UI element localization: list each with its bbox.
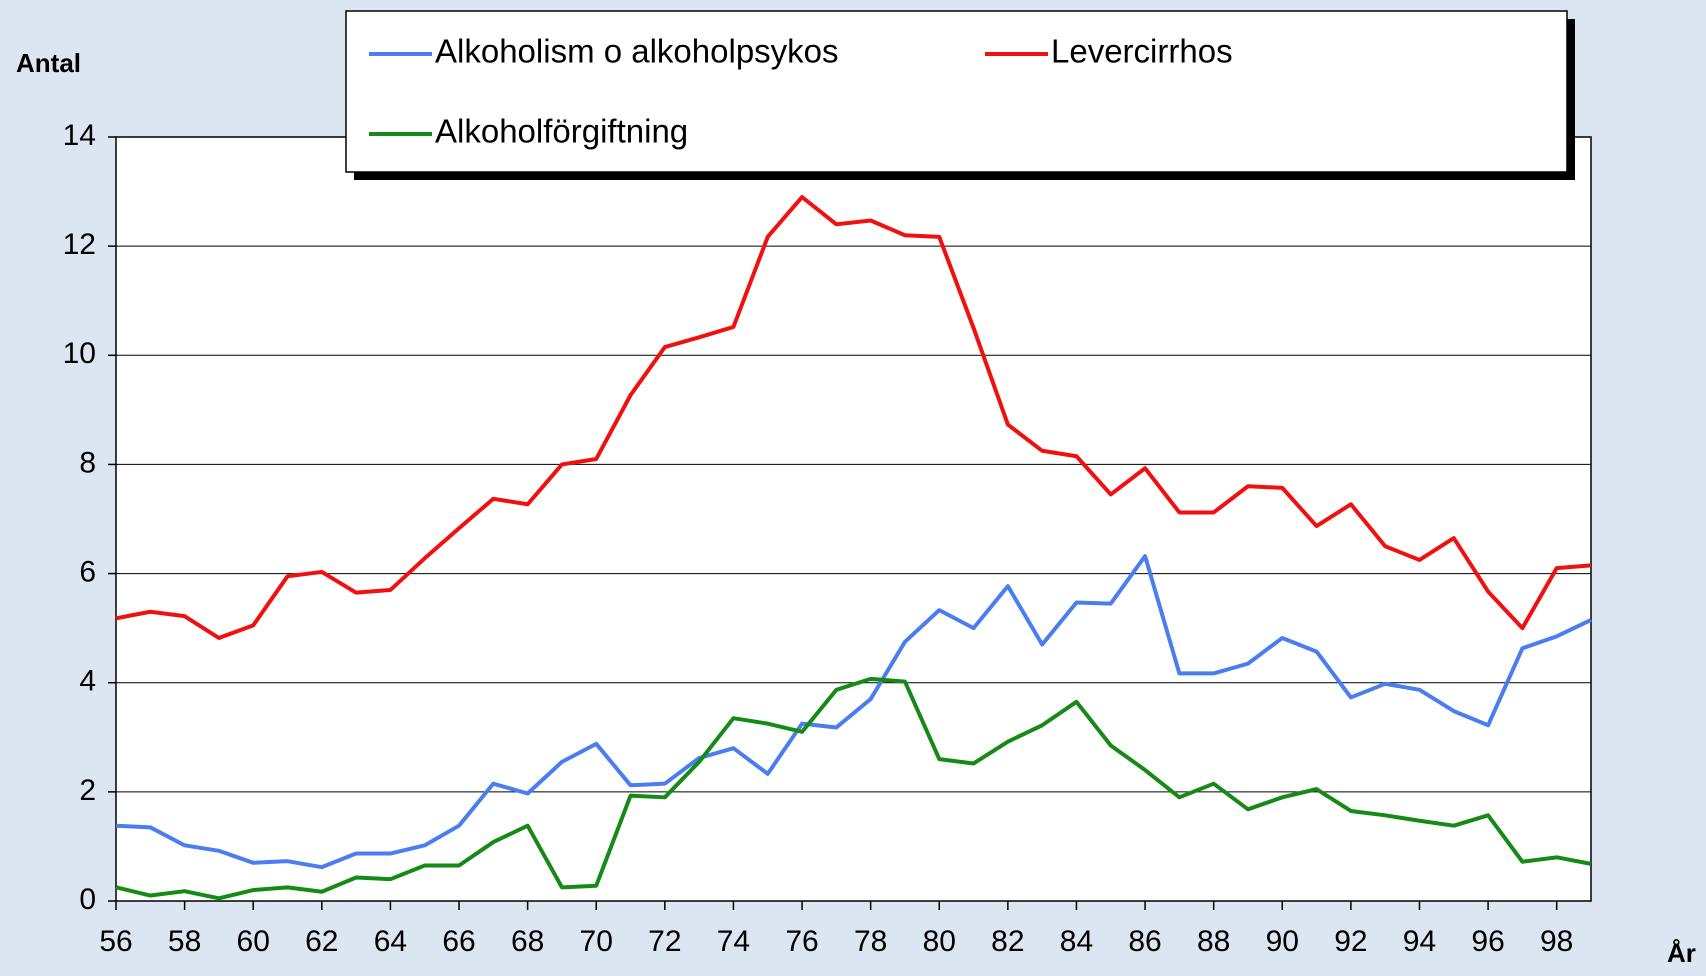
y-tick-label: 12 bbox=[63, 228, 96, 261]
x-tick-label: 96 bbox=[1471, 925, 1504, 958]
series-line bbox=[115, 195, 1592, 640]
x-tick-label: 84 bbox=[1060, 925, 1093, 958]
x-tick-label: 94 bbox=[1403, 925, 1436, 958]
legend-box bbox=[345, 10, 1568, 173]
x-tick-label: 82 bbox=[991, 925, 1024, 958]
legend-label: Alkoholförgiftning bbox=[435, 113, 688, 150]
y-axis-title: Antal bbox=[16, 48, 81, 78]
series-line bbox=[115, 554, 1592, 870]
x-tick-label: 64 bbox=[374, 925, 407, 958]
x-tick-label: 56 bbox=[99, 925, 132, 958]
x-tick-label: 58 bbox=[168, 925, 201, 958]
plot-area bbox=[116, 137, 1591, 901]
x-tick-label: 70 bbox=[580, 925, 613, 958]
x-tick-label: 78 bbox=[854, 925, 887, 958]
y-tick-label: 8 bbox=[79, 446, 96, 479]
x-tick-label: 68 bbox=[511, 925, 544, 958]
x-tick-label: 76 bbox=[785, 925, 818, 958]
x-tick-label: 66 bbox=[442, 925, 475, 958]
y-tick-label: 6 bbox=[79, 555, 96, 588]
y-tick-label: 10 bbox=[63, 337, 96, 370]
series-line bbox=[115, 676, 1592, 901]
x-tick-label: 90 bbox=[1266, 925, 1299, 958]
y-tick-label: 14 bbox=[63, 119, 96, 152]
legend-label: Alkoholism o alkoholpsykos bbox=[435, 33, 839, 70]
x-axis-title: År bbox=[1667, 938, 1696, 968]
x-tick-label: 86 bbox=[1128, 925, 1161, 958]
x-tick-label: 80 bbox=[923, 925, 956, 958]
x-tick-label: 62 bbox=[305, 925, 338, 958]
x-tick-label: 98 bbox=[1540, 925, 1573, 958]
legend-label: Levercirrhos bbox=[1051, 33, 1233, 70]
y-tick-label: 0 bbox=[79, 883, 96, 916]
x-tick-label: 72 bbox=[648, 925, 681, 958]
y-tick-label: 4 bbox=[79, 665, 96, 698]
x-tick-label: 74 bbox=[717, 925, 750, 958]
x-tick-label: 60 bbox=[237, 925, 270, 958]
x-tick-label: 88 bbox=[1197, 925, 1230, 958]
y-tick-label: 2 bbox=[79, 774, 96, 807]
x-tick-label: 92 bbox=[1334, 925, 1367, 958]
